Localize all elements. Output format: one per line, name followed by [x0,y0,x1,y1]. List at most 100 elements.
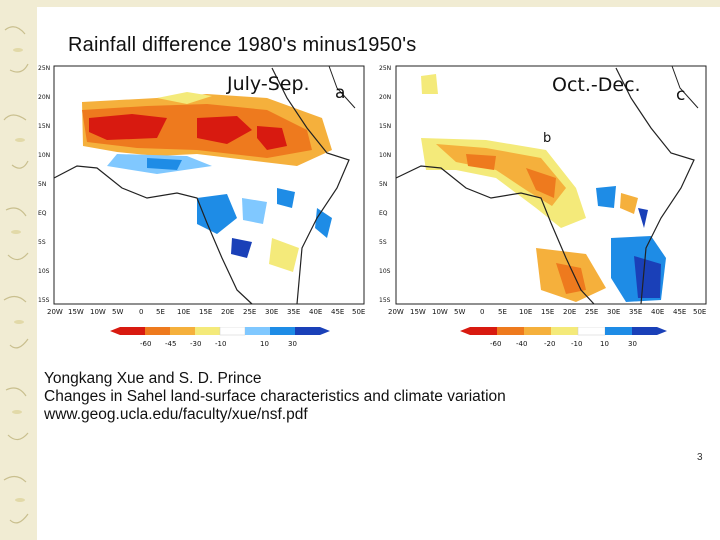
lon-tick-label: 50E [352,308,365,316]
lat-tick-label: 5N [38,181,46,188]
lat-tick-label: 10N [38,152,50,159]
colorbar-tick: -45 [165,340,176,348]
coastline [53,165,253,305]
lon-tick-label: 40E [651,308,664,316]
lon-tick-label: 40E [309,308,322,316]
lon-tick-label: 30E [607,308,620,316]
map-annotation: b [543,131,551,146]
lat-tick-label: 25N [379,65,391,72]
map-panel-oct-dec: Oct.-Dec. c b 25N 20N 15N 10N 5N EQ 5S 1… [376,58,711,323]
colorbar-tick: -30 [190,340,201,348]
latitude-axis: 25N 20N 15N 10N 5N EQ 5S 10S 15S [379,65,391,304]
lat-tick-label: 5S [379,239,387,246]
lon-tick-label: 35E [629,308,642,316]
lon-tick-label: 15E [541,308,554,316]
citation-authors: Yongkang Xue and S. D. Prince [44,370,262,387]
lat-tick-label: 15S [38,297,50,304]
lat-tick-label: 5N [379,181,387,188]
colorbar-swatch [120,327,145,335]
colorbar-swatch [245,327,270,335]
lon-tick-label: 20E [221,308,234,316]
colorbar-swatch [219,327,246,336]
lon-tick-label: 30E [265,308,278,316]
colorbar-tick: 10 [600,340,609,348]
lon-tick-label: 5W [112,308,123,316]
lon-tick-label: 20W [388,308,404,316]
colorbar-swatch [605,327,632,335]
lat-tick-label: EQ [38,210,47,217]
lon-tick-label: 10W [432,308,448,316]
lon-tick-label: 5E [498,308,507,316]
longitude-axis: 20W 15W 10W 5W 0 5E 10E 15E 20E 25E 30E … [47,308,365,316]
red-sea-coast [328,65,356,109]
season-label: July-Sep. [226,73,310,95]
colorbar-swatch [145,327,170,335]
colorbar-arrow-right [320,327,330,335]
colorbar-tick: -40 [516,340,527,348]
slide-title: Rainfall difference 1980's minus1950's [68,34,417,56]
panel-letter: a [335,83,345,103]
lat-tick-label: 15S [379,297,391,304]
colorbar-tick: -60 [140,340,151,348]
rainfall-anomaly-field [421,74,666,302]
colorbar-swatch [551,327,578,335]
panel-letter: c [676,85,685,105]
colorbar-swatch [577,327,606,336]
page-number: 3 [697,452,703,463]
lon-tick-label: 10E [177,308,190,316]
lat-tick-label: 25N [38,65,50,72]
lon-tick-label: 10E [519,308,532,316]
decorative-leaf-strip [0,0,37,540]
citation-paper-title: Changes in Sahel land-surface characteri… [44,388,506,405]
colorbar-swatch [270,327,295,335]
colorbar-swatch [470,327,497,335]
lon-tick-label: 15W [410,308,426,316]
lon-tick-label: 20E [563,308,576,316]
colorbar-tick: -10 [571,340,582,348]
colorbar-swatch [170,327,195,335]
top-decorative-band [37,0,720,7]
lat-tick-label: EQ [379,210,388,217]
lat-tick-label: 15N [379,123,391,130]
lon-tick-label: 5E [156,308,165,316]
lon-tick-label: 0 [480,308,484,316]
coastline-east [271,67,350,305]
lat-tick-label: 20N [379,94,391,101]
lon-tick-label: 25E [585,308,598,316]
lon-tick-label: 45E [673,308,686,316]
colorbar-swatch [524,327,551,335]
lon-tick-label: 45E [331,308,344,316]
rainfall-anomaly-field [82,92,332,272]
lon-tick-label: 0 [139,308,143,316]
longitude-axis: 20W 15W 10W 5W 0 5E 10E 15E 20E 25E 30E … [388,308,706,316]
colorbar-arrow-left [110,327,120,335]
lon-tick-label: 5W [454,308,465,316]
lat-tick-label: 5S [38,239,46,246]
colorbar-oct-dec: -60 -40 -20 -10 10 30 [460,327,667,348]
leaf-pattern-icon [3,26,29,524]
lat-tick-label: 10S [379,268,391,275]
lat-tick-label: 20N [38,94,50,101]
colorbar-swatch [632,327,657,335]
red-sea-coast [671,65,699,109]
citation-url: www.geog.ucla.edu/faculty/xue/nsf.pdf [44,406,308,423]
colorbar-arrow-left [460,327,470,335]
lat-tick-label: 15N [38,123,50,130]
colorbar-tick: 30 [628,340,637,348]
colorbar-swatch [195,327,220,335]
colorbar-swatch [497,327,524,335]
colorbar-swatch [295,327,320,335]
colorbar-july-sep: -60 -45 -30 -10 10 30 [110,327,330,348]
lon-tick-label: 20W [47,308,63,316]
citation-block: Yongkang Xue and S. D. Prince Changes in… [44,370,506,424]
colorbar-tick: -20 [544,340,555,348]
lon-tick-label: 35E [287,308,300,316]
lon-tick-label: 15E [199,308,212,316]
colorbar-tick: -10 [215,340,226,348]
lon-tick-label: 15W [68,308,84,316]
lat-tick-label: 10S [38,268,50,275]
lon-tick-label: 50E [693,308,706,316]
coastline [395,165,595,305]
colorbar-arrow-right [657,327,667,335]
map-panel-july-sep: July-Sep. a 25N 20N 15N 10N 5N EQ 5S 10S… [37,58,372,323]
